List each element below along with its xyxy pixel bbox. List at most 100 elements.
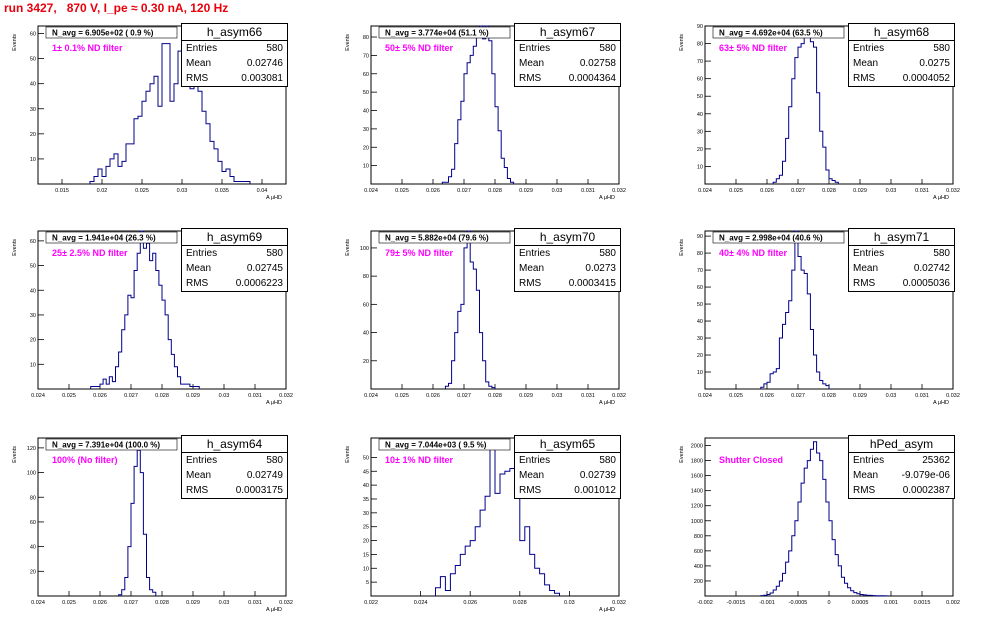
x-tick-label: 0.032: [946, 188, 960, 194]
x-tick-label: 0.022: [364, 600, 378, 606]
histogram-panel-h_asym65: 0.022 0.024 0.026 0.028 0.03 0.032 5 10 15 20 25 30…: [337, 434, 626, 622]
x-tick-label: -0.0005: [789, 600, 808, 606]
y-tick-label: 20: [363, 145, 369, 151]
stats-mean-label: Mean: [519, 470, 545, 481]
y-tick-label: 100: [360, 246, 369, 252]
stats-rms-label: RMS: [186, 278, 209, 289]
x-tick-label: 0.027: [124, 393, 138, 399]
navg-label: N_avg = 6.905e+02 ( 0.9 %): [52, 29, 154, 38]
x-tick-label: 0.028: [155, 600, 169, 606]
y-axis-label: Events: [679, 34, 685, 51]
stats-mean-label: Mean: [853, 470, 879, 481]
histogram-series: [441, 25, 515, 184]
y-tick-label: 30: [363, 511, 369, 517]
stats-entries-value: 25362: [922, 455, 950, 466]
y-tick-label: 50: [30, 264, 36, 270]
x-tick-label: 0.025: [395, 188, 409, 194]
stats-entries: Entries 580: [849, 246, 954, 261]
x-tick-label: 0.026: [426, 393, 440, 399]
stats-mean: Mean 0.0275: [849, 56, 954, 71]
stats-entries-label: Entries: [186, 43, 218, 54]
stats-mean-value: 0.0275: [919, 58, 950, 69]
x-tick-label: 0.031: [248, 393, 262, 399]
stats-mean-value: 0.02739: [579, 470, 616, 481]
navg-box: [45, 26, 178, 39]
stats-entries: Entries 25362: [849, 453, 954, 468]
histogram-name: h_asym69: [182, 229, 287, 246]
x-tick-label: 0.029: [519, 188, 533, 194]
stats-rms-label: RMS: [853, 485, 876, 496]
x-tick-label: 0.032: [946, 393, 960, 399]
x-tick-label: 0.024: [414, 600, 428, 606]
x-tick-label: 0.026: [426, 188, 440, 194]
x-tick-label: 0.029: [519, 393, 533, 399]
y-axis-label: Events: [345, 446, 351, 463]
x-tick-label: 0.035: [215, 188, 229, 194]
x-tick-label: 0.031: [581, 188, 595, 194]
stats-rms: RMS 0.0003415: [515, 276, 620, 291]
y-axis-label: Events: [679, 446, 685, 463]
run-title: run 3427, 870 V, I_pe ≈ 0.30 nA, 120 Hz: [4, 1, 229, 15]
x-tick-label: 0.031: [915, 188, 929, 194]
histogram-name: hPed_asym: [849, 436, 954, 453]
histogram-series: [760, 230, 830, 389]
x-tick-label: 0.024: [364, 188, 378, 194]
navg-label: N_avg = 7.391e+04 (100.0 %): [52, 441, 160, 450]
stats-mean-value: 0.02742: [913, 263, 950, 274]
y-tick-label: 80: [697, 42, 703, 48]
x-tick-label: 0.025: [62, 600, 76, 606]
x-tick-label: 0.025: [395, 393, 409, 399]
filter-label: 40± 4% ND filter: [719, 248, 787, 258]
x-tick-label: 0.03: [552, 188, 563, 194]
x-axis-label: A μHD: [599, 195, 615, 201]
y-tick-label: 1200: [691, 504, 703, 510]
histogram-name: h_asym66: [182, 24, 287, 41]
y-tick-label: 50: [363, 90, 369, 96]
x-tick-label: 0.0005: [852, 600, 869, 606]
filter-label: 10± 1% ND filter: [385, 455, 453, 465]
x-tick-label: 0.03: [177, 188, 188, 194]
stats-rms-label: RMS: [853, 73, 876, 84]
x-tick-label: 0.027: [791, 188, 805, 194]
histogram-name: h_asym71: [849, 229, 954, 246]
y-tick-label: 50: [697, 94, 703, 100]
x-axis-label: A μHD: [933, 400, 949, 406]
y-tick-label: 20: [30, 338, 36, 344]
x-tick-label: -0.0015: [727, 600, 746, 606]
y-tick-label: 10: [30, 157, 36, 163]
x-tick-label: 0.03: [219, 393, 230, 399]
x-tick-label: 0.03: [886, 188, 897, 194]
stats-box: h_asym68 Entries 580 Mean 0.0275 RMS 0.0004052: [848, 23, 955, 87]
x-tick-label: 0.024: [698, 188, 712, 194]
stats-box: h_asym67 Entries 580 Mean 0.02758 RMS 0.000436…: [514, 23, 621, 87]
stats-mean-value: 0.02745: [246, 263, 283, 274]
y-tick-label: 40: [363, 483, 369, 489]
y-tick-label: 5: [366, 580, 369, 586]
stats-entries: Entries 580: [182, 41, 287, 56]
stats-rms: RMS 0.0006223: [182, 276, 287, 291]
x-tick-label: 0.028: [822, 188, 836, 194]
navg-box: [712, 231, 845, 244]
histogram-name: h_asym67: [515, 24, 620, 41]
stats-entries-label: Entries: [853, 455, 885, 466]
stats-entries-value: 580: [599, 455, 616, 466]
stats-rms-value: 0.001012: [574, 485, 616, 496]
stats-entries: Entries 580: [515, 41, 620, 56]
x-tick-label: 0.03: [886, 393, 897, 399]
x-tick-label: 0.03: [219, 600, 230, 606]
x-tick-label: 0.029: [853, 393, 867, 399]
stats-mean: Mean 0.02746: [182, 56, 287, 71]
stats-rms-value: 0.0002387: [902, 485, 950, 496]
stats-rms-value: 0.0004052: [902, 73, 950, 84]
navg-box: [712, 26, 845, 39]
y-tick-label: 1000: [691, 519, 703, 525]
stats-entries-label: Entries: [519, 248, 551, 259]
y-tick-label: 20: [697, 353, 703, 359]
stats-mean: Mean -9.079e-06: [849, 468, 954, 483]
y-tick-label: 60: [30, 239, 36, 245]
stats-rms-value: 0.0004364: [568, 73, 616, 84]
navg-box: [378, 26, 511, 39]
y-tick-label: 100: [27, 471, 36, 477]
histogram-panel-h_asym70: 0.024 0.025 0.026 0.027 0.028 0.029 0.03 0.031 0…: [337, 227, 626, 415]
x-axis-label: A μHD: [933, 195, 949, 201]
